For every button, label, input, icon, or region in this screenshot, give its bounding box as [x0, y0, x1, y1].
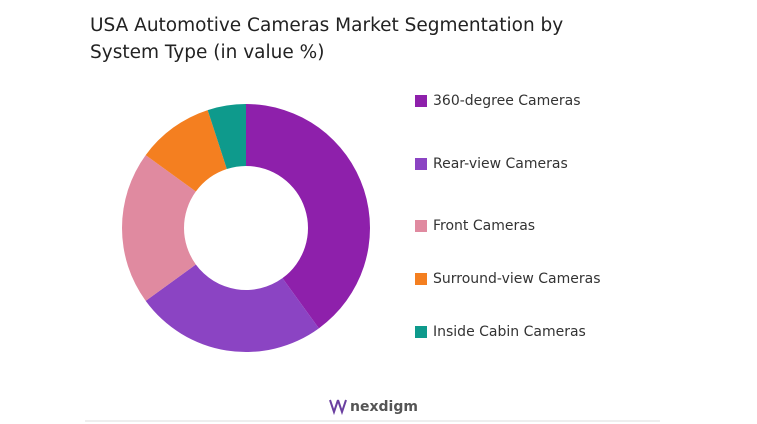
legend-label: Front Cameras — [433, 218, 535, 234]
chart-title: USA Automotive Cameras Market Segmentati… — [90, 15, 564, 63]
legend-label: 360-degree Cameras — [433, 93, 581, 109]
legend-marker — [415, 95, 427, 107]
donut-slice — [145, 110, 227, 192]
legend-label: Rear-view Cameras — [433, 156, 568, 172]
donut-slice — [122, 155, 196, 301]
donut-slice — [145, 264, 319, 352]
legend-marker — [415, 273, 427, 285]
legend-marker — [415, 220, 427, 232]
legend-marker — [415, 326, 427, 338]
legend-label: Surround-view Cameras — [433, 271, 601, 287]
logo-text: nexdigm — [350, 399, 418, 415]
donut-slice — [207, 104, 246, 170]
legend-label: Inside Cabin Cameras — [433, 324, 586, 340]
legend-marker — [415, 158, 427, 170]
logo-icon — [329, 399, 347, 416]
donut-slice — [246, 104, 371, 329]
